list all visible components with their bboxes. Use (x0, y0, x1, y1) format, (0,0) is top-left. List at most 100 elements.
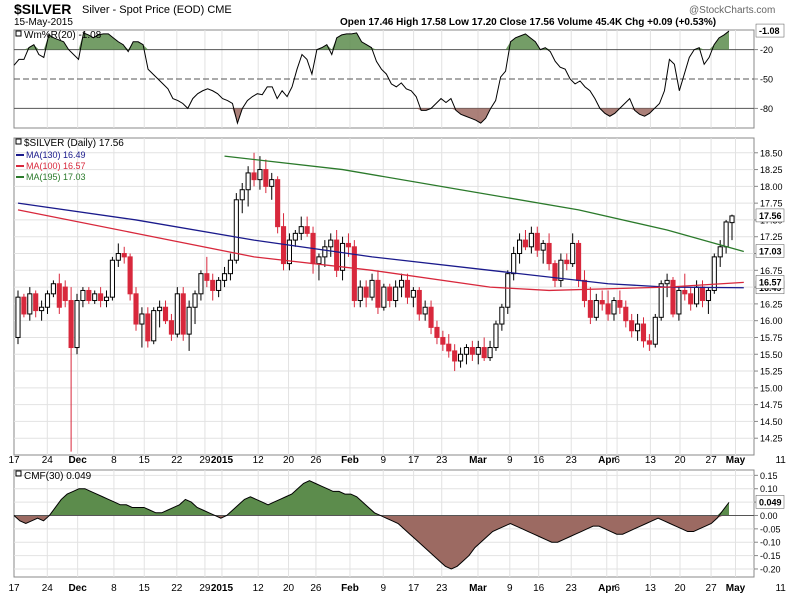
candle-body (239, 189, 245, 201)
y-tick-label: -20 (760, 45, 773, 55)
panel-title: Wm%R(20) -1.08 (24, 30, 102, 41)
moving-average-line (17, 209, 744, 292)
x-tick-label: 8 (111, 583, 117, 594)
legend-entry: MA(195) 17.03 (26, 172, 86, 182)
panel-toggle-icon (15, 470, 22, 477)
legend-entry: MA(100) 16.57 (26, 161, 86, 171)
candle-body (357, 286, 363, 302)
x-tick-label: 20 (283, 583, 295, 594)
x-tick-label: 6 (614, 455, 620, 466)
candle-body (664, 279, 670, 285)
candle-body (422, 306, 428, 315)
y-tick-label: 15.25 (760, 367, 783, 377)
panel-toggle-icon (15, 138, 22, 145)
candle-body (162, 306, 169, 322)
candle-body (269, 179, 275, 187)
x-tick-label: May (726, 455, 746, 466)
candle-body (463, 347, 470, 355)
x-tick-label: 13 (645, 583, 657, 594)
y-tick-label: -0.05 (760, 524, 781, 534)
candle-body (570, 242, 576, 265)
ohlc-summary: Open 17.46 High 17.58 Low 17.20 Close 17… (340, 17, 717, 28)
candle-body (558, 259, 564, 281)
y-tick-label: 16.25 (760, 299, 783, 309)
candle-body (257, 169, 263, 181)
description-text: Silver - Spot Price (EOD) (82, 4, 205, 16)
x-tick-label: 12 (253, 583, 265, 594)
candle-body (640, 323, 647, 342)
candle-body (617, 300, 623, 308)
candle-body (204, 273, 210, 281)
candle-body (275, 179, 281, 228)
candle-body (546, 242, 552, 265)
candle-body (21, 296, 27, 315)
candle-body (623, 306, 629, 322)
candle-body (375, 279, 381, 308)
candle-body (221, 273, 228, 281)
candle-body (711, 256, 717, 291)
candle-body (316, 256, 322, 265)
y-tick-label: 0.00 (760, 511, 778, 521)
watermark-credit: @StockCharts.com (689, 5, 776, 16)
candle-body (534, 232, 540, 251)
candle-body (493, 323, 499, 349)
x-tick-label: 22 (171, 455, 183, 466)
candle-body (440, 336, 446, 345)
y-tick-label: 16.75 (760, 266, 783, 276)
x-tick-label: 23 (436, 583, 448, 594)
candle-body (717, 246, 723, 258)
candle-body (446, 343, 452, 352)
candle-body (398, 279, 405, 288)
chart-header: $SILVER Silver - Spot Price (EOD) CME 15… (0, 0, 800, 30)
cmf-line (13, 480, 730, 570)
candle-body (198, 273, 204, 295)
x-tick-label: 11 (775, 583, 786, 594)
x-tick-label: 11 (775, 455, 786, 466)
candle-body (27, 293, 33, 315)
x-tick-label: 29 (199, 583, 211, 594)
candle-body (157, 306, 163, 312)
candle-body (670, 279, 676, 315)
candle-body (581, 279, 588, 302)
last-value-label: -1.08 (759, 26, 780, 36)
x-tick-label: 20 (283, 455, 295, 466)
last-value-tag (755, 495, 785, 509)
williams-r-line (13, 30, 730, 125)
y-tick-label: -0.15 (760, 551, 781, 561)
candle-body (469, 347, 475, 355)
candle-body (322, 246, 328, 258)
y-tick-label: 15.00 (760, 383, 783, 393)
candle-body (80, 289, 86, 302)
candle-body (511, 253, 517, 275)
x-tick-label: 26 (310, 455, 322, 466)
candle-body (723, 221, 729, 248)
x-tick-label: 17 (408, 583, 420, 594)
candle-body (593, 300, 599, 318)
candle-body (62, 286, 68, 302)
x-tick-label: 16 (533, 455, 545, 466)
candle-body (334, 239, 340, 271)
candle-body (635, 323, 641, 332)
candle-body (145, 313, 151, 342)
x-tick-label: May (726, 583, 746, 594)
candle-body (522, 239, 529, 248)
candle-body (599, 300, 605, 305)
y-tick-label: 14.25 (760, 434, 783, 444)
y-tick-label: 18.00 (760, 182, 783, 192)
x-tick-label: 17 (8, 583, 20, 594)
candle-body (682, 289, 688, 295)
candle-body (729, 215, 735, 224)
candle-body (428, 306, 434, 328)
candle-body (121, 253, 127, 258)
x-tick-label: 17 (8, 455, 20, 466)
x-tick-label: 2015 (211, 455, 234, 466)
ticker-symbol: $SILVER (14, 1, 72, 17)
candle-body (115, 253, 121, 261)
last-value-label: 16.57 (759, 277, 782, 287)
candle-body (629, 320, 635, 332)
candle-body (611, 300, 617, 315)
legend-entry: MA(130) 16.49 (26, 150, 86, 160)
candle-body (298, 226, 304, 234)
y-tick-label: -80 (760, 104, 773, 114)
candle-body (605, 303, 611, 315)
